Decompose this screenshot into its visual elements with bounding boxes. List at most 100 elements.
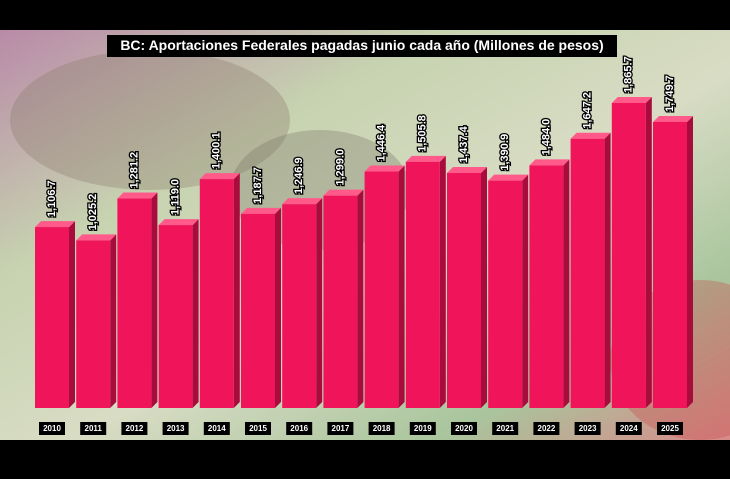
bar-side <box>687 115 693 409</box>
x-tick-label: 2013 <box>167 424 185 433</box>
bar-side <box>233 173 240 408</box>
value-label: 1,400.1 <box>211 132 223 169</box>
x-tick-label: 2014 <box>208 424 226 433</box>
value-label: 1,025.2 <box>87 194 99 231</box>
bar-top <box>199 173 240 180</box>
bar <box>282 204 317 408</box>
bar-side <box>110 234 117 408</box>
x-tick-box <box>203 422 230 435</box>
value-label: 1,446.4 <box>376 124 388 162</box>
bar <box>570 138 605 408</box>
bar <box>405 161 440 408</box>
value-label: 1,281.2 <box>128 152 140 189</box>
bar-side <box>563 159 570 408</box>
x-tick-box <box>615 422 642 435</box>
bar-side <box>69 221 75 408</box>
x-tick-box <box>121 422 148 435</box>
bar-top <box>611 97 652 103</box>
x-tick-box <box>533 422 560 435</box>
x-tick-box <box>657 422 683 435</box>
bar-top <box>282 198 323 205</box>
bar-top <box>653 115 693 122</box>
bar <box>488 180 523 408</box>
bar <box>158 225 193 408</box>
plot: 1,106.7 2010 1,025.2 2011 1,281.2 2012 1,119.0… <box>35 55 693 435</box>
bar-top <box>405 155 446 162</box>
bar-top <box>447 167 487 174</box>
x-tick-box <box>327 422 354 435</box>
x-tick-label: 2012 <box>126 424 144 433</box>
chart-title: BC: Aportaciones Federales pagadas junio… <box>120 37 603 53</box>
value-label: 1,505.8 <box>417 115 429 152</box>
value-label: 1,187.7 <box>252 167 264 204</box>
bar-top <box>76 234 117 241</box>
x-tick-label: 2023 <box>579 424 597 433</box>
bar-side <box>151 192 158 408</box>
x-tick-box <box>80 422 107 435</box>
value-label: 1,749.7 <box>664 75 676 112</box>
bar <box>323 195 358 408</box>
bar <box>76 240 111 408</box>
bar <box>117 198 152 408</box>
x-tick-label: 2018 <box>373 424 391 433</box>
bar-side <box>275 207 281 408</box>
background-shape <box>10 50 290 190</box>
x-tick-label: 2025 <box>661 424 679 433</box>
x-tick-box <box>39 422 65 435</box>
bar-top <box>488 174 529 181</box>
x-tick-box <box>245 422 271 435</box>
bar-top <box>529 159 570 166</box>
x-tick-box <box>286 422 313 435</box>
value-label: 1,647.2 <box>582 92 594 129</box>
x-tick-label: 2011 <box>85 424 103 433</box>
bar-top <box>117 192 158 199</box>
bar-top <box>35 221 75 228</box>
x-tick-box <box>162 422 189 435</box>
x-tick-label: 2015 <box>249 424 267 433</box>
value-label: 1,390.9 <box>499 134 511 171</box>
bar-side <box>357 189 364 408</box>
x-tick-label: 2019 <box>414 424 432 433</box>
bar <box>35 227 69 408</box>
bar-side <box>604 132 611 408</box>
title-box <box>107 35 617 57</box>
x-tick-box <box>492 422 519 435</box>
bar-side <box>439 155 446 408</box>
x-tick-label: 2024 <box>620 424 638 433</box>
x-tick-label: 2017 <box>332 424 350 433</box>
bar <box>199 179 234 408</box>
x-tick-label: 2016 <box>290 424 308 433</box>
bar <box>611 103 646 408</box>
bar-side <box>522 174 529 408</box>
bar-side <box>398 165 405 408</box>
x-tick-label: 2022 <box>538 424 556 433</box>
x-tick-box <box>574 422 601 435</box>
value-label: 1,484.0 <box>540 119 552 156</box>
bar-side <box>316 198 323 408</box>
value-label: 1,437.4 <box>458 125 470 163</box>
x-tick-label: 2010 <box>43 424 61 433</box>
bar-top <box>364 165 405 172</box>
x-tick-box <box>451 422 477 435</box>
bar <box>653 121 687 409</box>
bar-top <box>323 189 364 196</box>
bar-top <box>570 132 611 139</box>
x-tick-label: 2021 <box>496 424 514 433</box>
bar-side <box>192 219 199 408</box>
value-label: 1,246.9 <box>293 157 305 194</box>
bar-top <box>158 219 199 226</box>
bar-side <box>645 97 652 408</box>
x-tick-box <box>409 422 436 435</box>
bar <box>529 165 564 408</box>
value-label: 1,865.7 <box>623 56 635 93</box>
x-tick-label: 2020 <box>455 424 473 433</box>
bar-top <box>241 207 281 214</box>
value-label: 1,119.0 <box>170 179 182 215</box>
value-label: 1,106.7 <box>46 180 58 217</box>
value-label: 1,299.0 <box>334 149 346 186</box>
x-tick-box <box>368 422 395 435</box>
bar <box>447 173 481 408</box>
bar <box>364 171 399 408</box>
bar-side <box>481 167 487 408</box>
